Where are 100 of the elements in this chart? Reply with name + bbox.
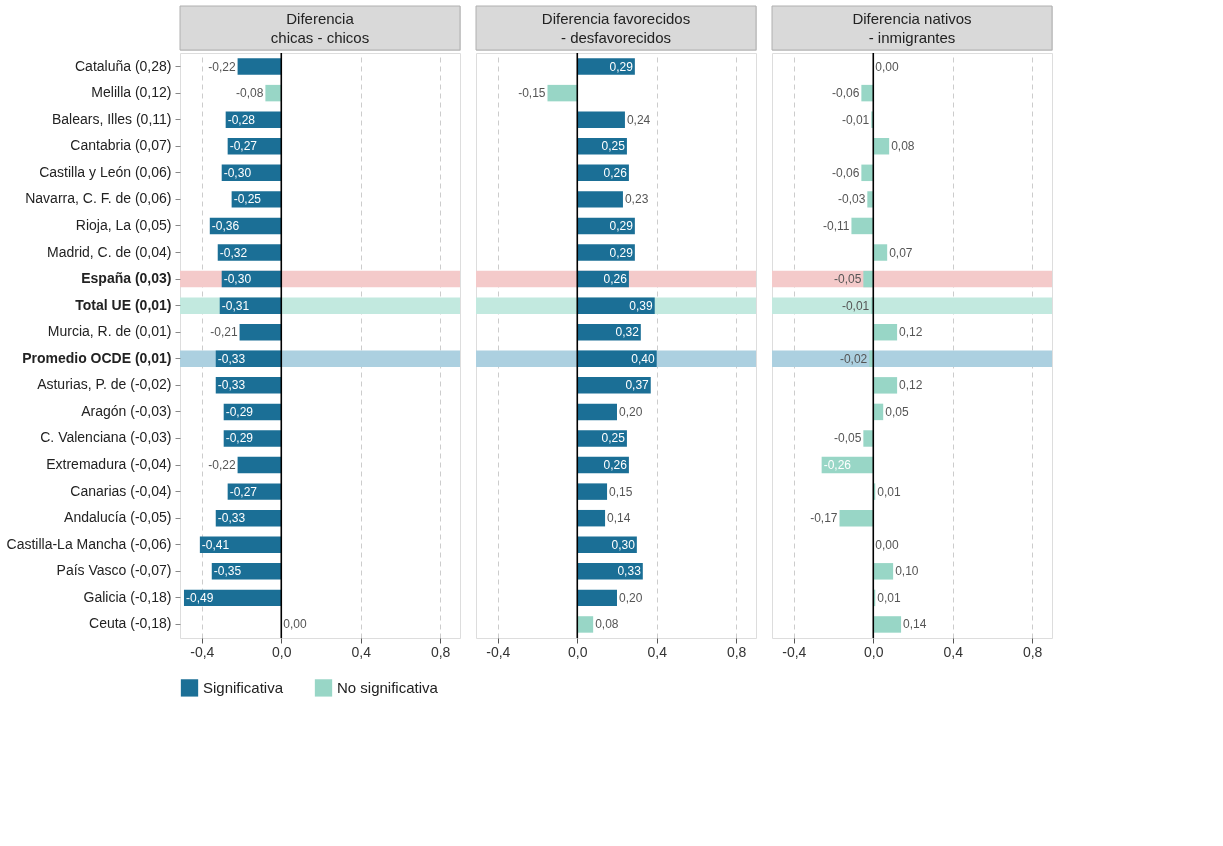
data-label: 0,10 <box>895 564 919 579</box>
data-label: 0,20 <box>618 590 643 605</box>
x-tick-label: 0,8 <box>430 643 451 660</box>
data-label: 0,24 <box>626 112 651 127</box>
data-label: 0,14 <box>607 511 631 526</box>
x-tick-label: -0,4 <box>782 643 807 660</box>
data-label: -0,36 <box>211 218 240 233</box>
legend-label: No significativa <box>337 678 439 696</box>
data-label: -0,29 <box>225 404 254 419</box>
data-label: 0,26 <box>603 272 628 287</box>
data-label: -0,22 <box>208 59 236 74</box>
data-label: 0,01 <box>877 484 901 499</box>
y-tick-label: Melilla (0,12) <box>91 84 172 101</box>
data-label: -0,29 <box>225 431 254 446</box>
y-tick-label: Navarra, C. F. de (0,06) <box>25 190 172 207</box>
data-label: -0,27 <box>229 139 258 154</box>
bar <box>873 377 898 394</box>
data-label: 0,39 <box>629 298 654 313</box>
data-label: -0,22 <box>208 458 236 473</box>
bar <box>851 217 874 235</box>
x-tick-label: 0,8 <box>726 643 747 660</box>
x-tick-label: 0,0 <box>568 643 588 660</box>
bar <box>577 616 594 633</box>
chart-title: Diferencia chicas - chicos <box>270 10 370 46</box>
data-label: -0,11 <box>822 218 850 233</box>
y-tick-label: Andalucía (-0,05) <box>64 509 172 526</box>
data-label: 0,01 <box>877 590 901 605</box>
bar <box>577 191 623 208</box>
y-tick-label: Promedio OCDE (0,01) <box>22 349 172 366</box>
data-label: -0,02 <box>839 351 868 366</box>
chart-title: Diferencia nativos - inmigrantes <box>852 10 972 46</box>
bar <box>873 244 888 261</box>
data-label: -0,26 <box>823 458 852 473</box>
data-label: 0,12 <box>899 325 923 340</box>
y-tick-label: Balears, Illes (0,11) <box>51 110 172 127</box>
bar <box>873 138 890 155</box>
data-label: 0,29 <box>609 59 634 74</box>
x-tick-label: 0,4 <box>351 643 372 660</box>
bar <box>873 323 898 341</box>
y-tick-label: C. Valenciana (-0,03) <box>40 429 172 446</box>
data-label: 0,14 <box>903 617 927 632</box>
y-tick-label: Madrid, C. de (0,04) <box>47 243 172 260</box>
y-tick-label: Ceuta (-0,18) <box>89 615 172 632</box>
y-tick-label: Extremadura (-0,04) <box>46 456 172 473</box>
data-label: -0,15 <box>518 86 546 101</box>
y-tick-label: Canarias (-0,04) <box>70 482 172 499</box>
data-label: -0,05 <box>833 431 862 446</box>
data-label: -0,05 <box>833 272 862 287</box>
y-tick-label: País Vasco (-0,07) <box>56 562 172 579</box>
data-label: -0,17 <box>810 511 838 526</box>
x-tick-label: -0,4 <box>190 643 215 660</box>
data-label: -0,41 <box>201 537 230 552</box>
data-label: -0,33 <box>217 351 246 366</box>
y-tick-label: Cantabria (0,07) <box>70 137 172 154</box>
y-tick-label: Castilla-La Mancha (-0,06) <box>6 535 172 552</box>
y-tick-label: Castilla y León (0,06) <box>39 163 172 180</box>
data-label: 0,40 <box>631 351 656 366</box>
x-tick-label: 0,0 <box>864 643 884 660</box>
data-label: 0,37 <box>625 378 650 393</box>
data-label: 0,23 <box>624 192 649 207</box>
bar <box>577 483 608 500</box>
data-label: 0,08 <box>891 139 915 154</box>
bar <box>861 164 874 182</box>
data-label: -0,01 <box>841 298 870 313</box>
bar <box>577 111 625 128</box>
data-label: -0,27 <box>229 484 258 499</box>
data-label: -0,03 <box>837 192 866 207</box>
x-tick-label: 0,0 <box>272 643 292 660</box>
data-label: 0,05 <box>885 404 909 419</box>
bar <box>861 84 874 102</box>
chart-title: Diferencia favorecidos - desfavorecidos <box>541 10 691 46</box>
data-label: 0,25 <box>601 431 626 446</box>
data-label: 0,15 <box>609 484 633 499</box>
bar <box>577 563 643 580</box>
data-label: 0,00 <box>875 59 899 74</box>
bar <box>839 509 874 527</box>
y-tick-label: España (0,03) <box>81 270 172 287</box>
data-label: -0,33 <box>217 378 246 393</box>
data-label: -0,08 <box>236 86 264 101</box>
bar <box>577 377 651 394</box>
data-label: 0,33 <box>617 564 642 579</box>
y-tick-label: Rioja, La (0,05) <box>75 216 172 233</box>
y-tick-label: Murcia, R. de (0,01) <box>47 323 172 340</box>
data-label: 0,07 <box>889 245 913 260</box>
y-tick-label: Cataluña (0,28) <box>74 57 172 74</box>
bar <box>577 509 606 527</box>
data-label: 0,26 <box>603 165 628 180</box>
legend-label: Significativa <box>203 678 284 696</box>
data-label: -0,01 <box>841 112 870 127</box>
bar <box>577 297 655 314</box>
data-label: 0,00 <box>283 617 307 632</box>
data-label: -0,28 <box>227 112 256 127</box>
x-tick-label: 0,8 <box>1022 643 1043 660</box>
y-tick-label: Galicia (-0,18) <box>83 588 172 605</box>
bar <box>577 589 617 607</box>
data-label: 0,25 <box>601 139 626 154</box>
data-label: -0,33 <box>217 511 246 526</box>
data-label: -0,30 <box>223 165 252 180</box>
data-label: -0,31 <box>221 298 250 313</box>
x-tick-label: 0,4 <box>943 643 964 660</box>
